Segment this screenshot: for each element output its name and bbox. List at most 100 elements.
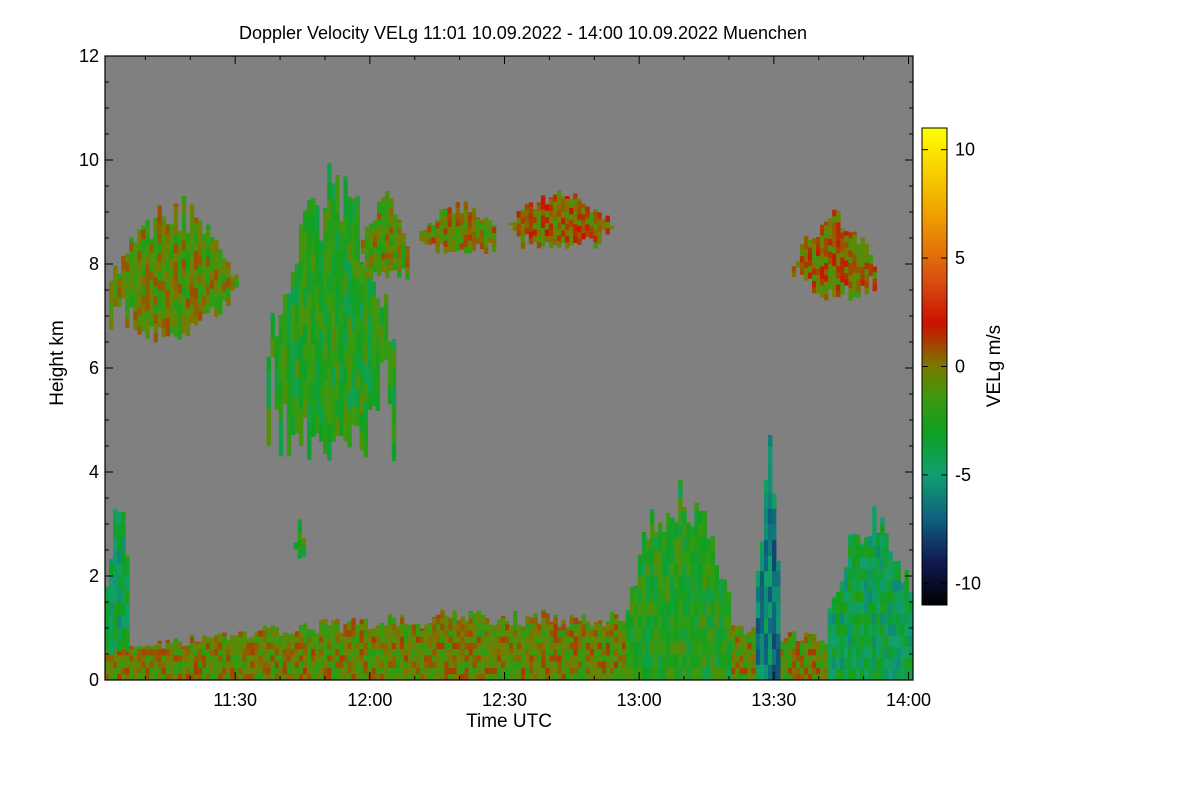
echo-cell (461, 655, 465, 662)
echo-cell (533, 636, 537, 643)
echo-cell (331, 404, 335, 423)
echo-cell (662, 667, 666, 680)
echo-cell (848, 535, 852, 536)
echo-cell (715, 654, 719, 667)
echo-cell (392, 368, 396, 387)
echo-cell (307, 200, 311, 218)
echo-cell (860, 613, 864, 625)
echo-cell (484, 222, 488, 229)
echo-cell (460, 243, 464, 250)
echo-cell (206, 225, 210, 230)
echo-cell (178, 231, 182, 237)
echo-cell (141, 248, 145, 258)
echo-cell (472, 244, 476, 251)
echo-cell (311, 232, 315, 251)
echo-cell (323, 435, 327, 454)
echo-cell (909, 624, 913, 636)
echo-cell (505, 661, 509, 668)
echo-cell (365, 228, 369, 235)
echo-cell (509, 630, 513, 637)
echo-cell (335, 649, 339, 656)
echo-cell (565, 205, 569, 212)
echo-cell (389, 202, 393, 209)
echo-cell (492, 245, 496, 252)
echo-cell (287, 649, 291, 656)
echo-cell (246, 655, 250, 662)
echo-cell (469, 668, 473, 675)
echo-cell (860, 557, 864, 569)
echo-cell (307, 661, 311, 668)
echo-cell (735, 668, 739, 675)
echo-cell (230, 643, 234, 650)
echo-cell (582, 649, 586, 656)
echo-cell (331, 219, 335, 238)
echo-cell (145, 264, 149, 274)
echo-cell (840, 581, 844, 591)
echo-cell (566, 627, 570, 631)
echo-cell (295, 266, 299, 285)
echo-cell (182, 240, 186, 250)
echo-cell (529, 643, 533, 650)
echo-cell (364, 438, 368, 457)
echo-cell (202, 234, 206, 240)
echo-cell (267, 643, 271, 650)
echo-cell (864, 635, 868, 647)
echo-cell (452, 214, 456, 221)
echo-cell (368, 354, 372, 373)
echo-cell (844, 569, 848, 581)
echo-cell (347, 636, 351, 643)
echo-cell (836, 658, 840, 670)
echo-cell (339, 655, 343, 662)
echo-cell (343, 668, 347, 675)
echo-cell (303, 661, 307, 668)
echo-cell (719, 602, 723, 615)
echo-cell (385, 234, 389, 241)
echo-cell (307, 329, 311, 348)
echo-cell (186, 668, 190, 675)
echo-cell (739, 643, 743, 650)
echo-cell (315, 205, 319, 211)
echo-cell (768, 462, 772, 478)
echo-cell (812, 256, 816, 263)
echo-cell (361, 240, 365, 242)
echo-cell (824, 231, 828, 238)
echo-cell (772, 508, 776, 524)
echo-cell (477, 611, 481, 612)
echo-cell (545, 618, 549, 625)
echo-cell (541, 228, 545, 235)
echo-cell (121, 615, 125, 628)
echo-cell (493, 625, 497, 630)
echo-cell (298, 527, 302, 534)
echo-cell (698, 615, 702, 628)
echo-cell (392, 636, 396, 643)
echo-cell (385, 191, 389, 197)
echo-cell (416, 668, 420, 675)
echo-cell (327, 163, 331, 182)
echo-cell (602, 649, 606, 656)
echo-cell (234, 278, 238, 288)
echo-cell (263, 643, 267, 650)
echo-cell (497, 643, 501, 650)
echo-cell (113, 589, 117, 602)
echo-cell (109, 292, 113, 302)
echo-cell (129, 237, 133, 242)
echo-cell (299, 655, 303, 662)
echo-cell (432, 636, 436, 643)
echo-cell (356, 370, 360, 389)
echo-cell (279, 661, 283, 668)
echo-cell (549, 649, 553, 656)
echo-cell (549, 636, 553, 643)
echo-cell (319, 643, 323, 650)
echo-cell (298, 546, 302, 553)
echo-cell (339, 343, 343, 362)
echo-cell (393, 226, 397, 233)
echo-cell (335, 287, 339, 306)
echo-cell (760, 555, 764, 571)
echo-cell (618, 624, 622, 631)
echo-cell (307, 255, 311, 274)
echo-cell (299, 649, 303, 656)
echo-cell (760, 633, 764, 649)
y-tick-label: 8 (89, 254, 99, 274)
echo-cell (597, 237, 601, 244)
echo-cell (812, 636, 816, 643)
